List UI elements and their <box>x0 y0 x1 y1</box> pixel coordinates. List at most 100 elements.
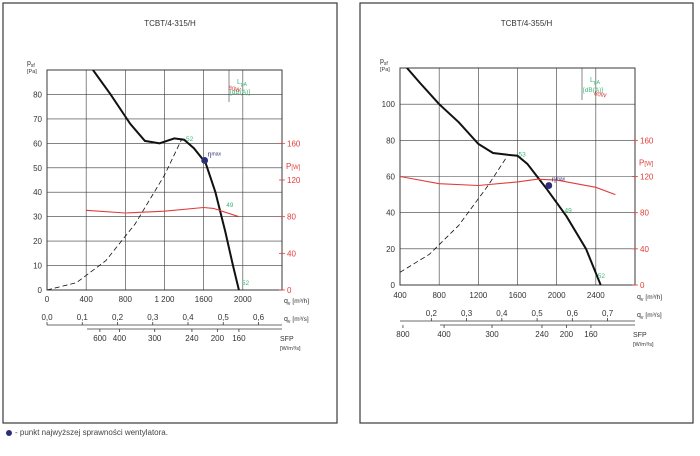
sfp-tick-label: 300 <box>485 330 499 339</box>
chart-panel-1: TCBT/4-315/H0 400 800 1 200 1600 200001020304… <box>2 2 338 424</box>
ms-axis-label-sub: v <box>288 319 291 325</box>
ms-tick-label: 0,0 <box>41 313 53 322</box>
ms-tick-label: 0,3 <box>461 309 473 318</box>
x-tick-label: 2400 <box>587 291 605 300</box>
x-tick-label: 400 <box>393 291 407 300</box>
sfp-tick-label: 160 <box>584 330 598 339</box>
power-axis-unit: [W] <box>291 165 300 171</box>
power-tick-label: 40 <box>640 245 649 254</box>
y-tick-label: 40 <box>386 209 395 218</box>
panel-frame <box>2 2 338 424</box>
sfp-axis-unit: [W/m³/s] <box>633 342 654 348</box>
sfp-tick-label: 400 <box>113 334 127 343</box>
series-system-curve <box>400 158 507 273</box>
x-tick-label: 800 <box>119 295 133 304</box>
ms-tick-label: 0,3 <box>147 313 159 322</box>
bep-label: ηmax <box>208 151 222 158</box>
y-axis-unit: [Pa] <box>27 69 37 75</box>
sfp-tick-label: 240 <box>535 330 549 339</box>
sound-legend-label: LpA <box>590 77 601 86</box>
power-tick-label: 160 <box>287 139 301 148</box>
bep-label-sub: max <box>556 177 566 183</box>
series-power <box>400 175 616 196</box>
x-tick-label: 2000 <box>548 291 566 300</box>
x-axis-unit: [m³/h] <box>645 294 662 301</box>
power-axis-label: P[W] <box>286 162 301 171</box>
ms-axis-label: qv [m³/s] <box>284 316 309 325</box>
ms-tick-label: 0,5 <box>218 313 230 322</box>
sfp-tick-label: 800 <box>396 330 410 339</box>
y-tick-label: 10 <box>33 262 42 271</box>
bep-marker <box>201 157 209 164</box>
power-level-label: 80W <box>593 91 607 100</box>
x-tick-label: 1200 <box>469 291 487 300</box>
series-power <box>86 206 240 218</box>
x-tick-label: 1600 <box>509 291 527 300</box>
sound-level-label: 52 <box>186 136 194 143</box>
power-axis-unit: [W] <box>644 161 653 167</box>
power-tick-label: 80 <box>287 213 296 222</box>
x-tick-label: 2000 <box>234 295 252 304</box>
y-tick-label: 60 <box>33 139 42 148</box>
sfp-tick-label: 160 <box>232 334 246 343</box>
ms-axis-label-sub: v <box>641 315 644 321</box>
y-axis-label: psf <box>27 60 35 69</box>
y-axis-label-sub: sf <box>31 63 36 69</box>
footnote: - punkt najwyższej sprawności wentylator… <box>6 428 168 437</box>
x-tick-label: 800 <box>432 291 446 300</box>
y-tick-label: 50 <box>33 164 42 173</box>
sfp-tick-label: 240 <box>185 334 199 343</box>
ms-tick-label: 0,6 <box>253 313 265 322</box>
y-tick-label: 60 <box>386 173 395 182</box>
footnote-text: - punkt najwyższej sprawności wentylator… <box>15 428 168 437</box>
ms-tick-label: 0,1 <box>77 313 89 322</box>
sfp-tick-label: 200 <box>211 334 225 343</box>
x-axis-label-sub: v <box>288 301 291 307</box>
power-axis-label: P[W] <box>639 158 654 167</box>
sfp-axis-unit: [W/m³/s] <box>280 346 301 352</box>
x-tick-label: 0 <box>45 295 50 304</box>
sound-level-label: 52 <box>598 273 606 280</box>
x-tick-label: 400 <box>79 295 93 304</box>
bep-label: ηmax <box>552 177 566 184</box>
ms-axis-label: qv [m³/s] <box>637 312 662 321</box>
series-system-curve <box>47 138 183 290</box>
ms-axis-unit: [m³/s] <box>292 316 308 323</box>
x-axis-label: qv [m³/h] <box>284 298 309 307</box>
sound-legend-unit: [dB(A)] <box>583 87 603 94</box>
y-tick-label: 100 <box>382 100 396 109</box>
y-axis-label-sub: sf <box>384 61 389 67</box>
x-tick-label: 1600 <box>195 295 213 304</box>
sound-legend-label: LpA <box>237 79 248 88</box>
sound-legend-sub: pA <box>241 82 248 88</box>
y-tick-label: 20 <box>33 237 42 246</box>
y-tick-label: 80 <box>386 136 395 145</box>
x-axis-label-sub: v <box>641 297 644 303</box>
sfp-tick-label: 600 <box>93 334 107 343</box>
y-tick-label: 70 <box>33 115 42 124</box>
y-tick-label: 40 <box>33 188 42 197</box>
y-tick-label: 0 <box>391 281 396 290</box>
ms-tick-label: 0,4 <box>182 313 194 322</box>
sfp-tick-label: 400 <box>437 330 451 339</box>
bep-marker <box>545 182 553 189</box>
sound-level-label: 53 <box>518 152 526 159</box>
x-axis-unit: [m³/h] <box>292 298 309 305</box>
power-tick-label: 0 <box>640 281 645 290</box>
bep-label-sub: max <box>212 151 222 157</box>
y-tick-label: 80 <box>33 90 42 99</box>
x-axis-label: qv [m³/h] <box>637 294 662 303</box>
power-tick-label: 120 <box>287 176 301 185</box>
y-tick-label: 30 <box>33 213 42 222</box>
ms-tick-label: 0,5 <box>532 309 544 318</box>
x-tick-label: 1 200 <box>154 295 175 304</box>
sfp-axis-label: SFP <box>633 332 647 339</box>
sound-legend-unit: [dB(A)] <box>230 89 250 96</box>
y-axis-label: psf <box>380 58 388 67</box>
sound-level-label: 49 <box>565 208 573 215</box>
sfp-axis-label: SFP <box>280 336 294 343</box>
y-tick-label: 20 <box>386 245 395 254</box>
ms-tick-label: 0,2 <box>426 309 438 318</box>
sfp-tick-label: 200 <box>560 330 574 339</box>
